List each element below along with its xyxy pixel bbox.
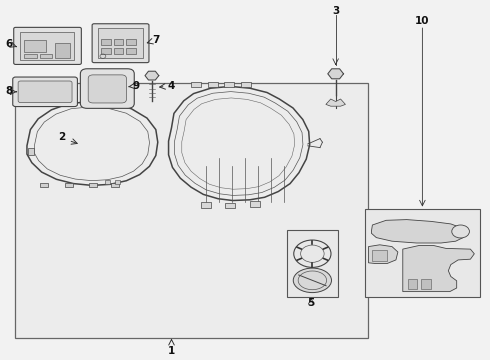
Bar [114, 39, 123, 45]
Bar [250, 201, 260, 207]
Polygon shape [145, 71, 159, 80]
Polygon shape [328, 69, 343, 79]
Text: 2: 2 [58, 132, 65, 142]
Text: 5: 5 [308, 298, 315, 308]
Bar [105, 180, 110, 184]
FancyBboxPatch shape [88, 75, 126, 103]
Polygon shape [371, 220, 466, 243]
Text: 4: 4 [168, 81, 175, 91]
Bar [101, 39, 111, 45]
Bar [225, 203, 235, 208]
Circle shape [452, 225, 469, 238]
Text: 9: 9 [133, 81, 140, 91]
Polygon shape [368, 245, 398, 264]
Bar [15, 83, 368, 338]
Text: 7: 7 [152, 35, 160, 45]
Bar [408, 279, 417, 289]
Text: 8: 8 [5, 86, 12, 96]
FancyBboxPatch shape [13, 77, 77, 107]
Bar [208, 82, 218, 87]
Ellipse shape [293, 268, 331, 293]
Text: 6: 6 [5, 39, 12, 49]
Polygon shape [326, 99, 345, 106]
Text: 3: 3 [332, 6, 339, 16]
Bar [40, 183, 48, 187]
Bar [241, 82, 251, 87]
FancyBboxPatch shape [18, 81, 72, 103]
Bar [126, 48, 136, 54]
Bar [24, 54, 37, 58]
Bar [115, 180, 120, 184]
Bar [372, 250, 387, 261]
FancyBboxPatch shape [14, 27, 81, 64]
Bar [287, 230, 338, 297]
Text: 1: 1 [168, 346, 175, 356]
Bar [126, 39, 136, 45]
Bar [421, 279, 431, 289]
Bar [365, 209, 480, 297]
Bar [89, 183, 97, 187]
Text: 10: 10 [415, 16, 430, 26]
Bar [224, 82, 234, 87]
Bar [111, 183, 119, 187]
Polygon shape [403, 246, 474, 292]
FancyBboxPatch shape [80, 69, 134, 108]
FancyBboxPatch shape [92, 24, 149, 63]
Bar [55, 43, 70, 58]
Bar [201, 202, 211, 208]
Bar [101, 48, 111, 54]
Bar [65, 183, 73, 187]
Bar [114, 48, 123, 54]
Bar [24, 40, 46, 52]
Bar [40, 54, 52, 58]
Bar [20, 32, 74, 60]
Bar [28, 148, 34, 155]
Bar [191, 82, 201, 87]
Bar [98, 28, 143, 58]
